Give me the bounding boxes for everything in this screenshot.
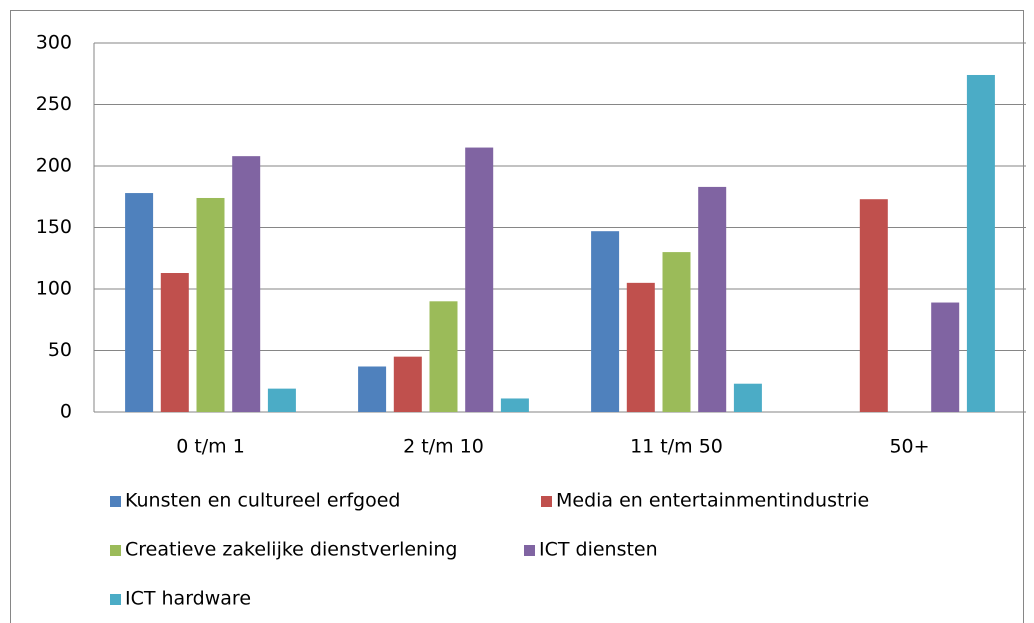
bar (465, 147, 494, 413)
y-tick-label: 250 (36, 93, 72, 115)
x-tick-label: 50+ (889, 436, 929, 458)
bar (698, 186, 727, 412)
x-tick-label: 11 t/m 50 (630, 436, 723, 458)
legend-swatch (110, 545, 121, 556)
bar (358, 366, 387, 412)
legend-label: ICT hardware (125, 588, 251, 610)
x-tick-label: 2 t/m 10 (403, 436, 484, 458)
legend-label: Kunsten en cultureel erfgoed (125, 490, 400, 512)
legend-label: ICT diensten (539, 539, 658, 561)
legend-swatch (110, 496, 121, 507)
bar (232, 156, 261, 412)
bar (393, 356, 422, 412)
y-tick-label: 200 (36, 155, 72, 177)
bar (125, 193, 154, 412)
legend-label: Media en entertainmentindustrie (556, 490, 869, 512)
bar (859, 199, 888, 412)
legend-swatch (110, 594, 121, 605)
bar (626, 282, 655, 412)
bar (591, 231, 620, 412)
bar (931, 302, 960, 412)
bar (196, 197, 225, 412)
y-tick-label: 300 (36, 32, 72, 54)
legend-label: Creatieve zakelijke dienstverlening (125, 539, 457, 561)
y-tick-label: 150 (36, 216, 72, 238)
bar (966, 74, 995, 412)
bar (267, 388, 296, 412)
legend-swatch (524, 545, 535, 556)
bar (662, 252, 691, 412)
legend-swatch (541, 496, 552, 507)
bar (500, 398, 529, 412)
y-tick-label: 50 (48, 339, 72, 361)
x-tick-label: 0 t/m 1 (176, 436, 245, 458)
y-tick-label: 100 (36, 278, 72, 300)
bar (429, 301, 458, 412)
bar (160, 273, 189, 412)
y-tick-label: 0 (60, 401, 72, 423)
bar (733, 383, 762, 412)
